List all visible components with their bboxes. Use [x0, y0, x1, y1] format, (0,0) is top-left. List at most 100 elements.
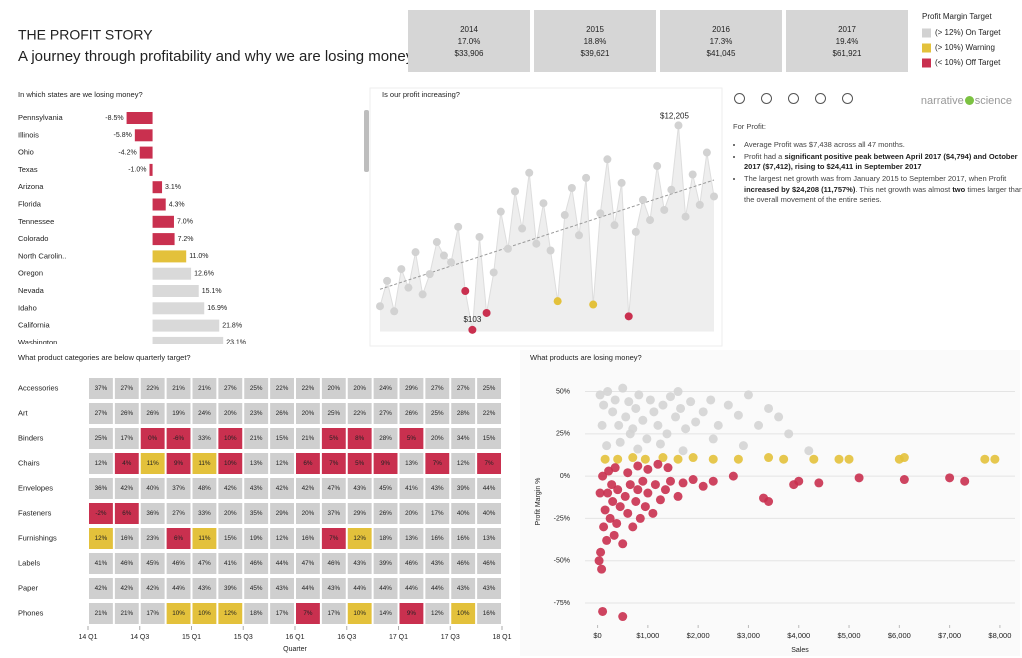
edit-icon[interactable]	[761, 93, 772, 104]
point	[447, 258, 456, 267]
point	[688, 475, 698, 485]
cell-label: 12%	[95, 460, 108, 467]
cell-label: 44%	[431, 585, 444, 592]
point	[779, 454, 789, 464]
cell	[373, 453, 398, 474]
cell	[166, 578, 191, 599]
cell-label: 5%	[407, 435, 417, 442]
point	[844, 454, 854, 464]
cell-label: 13%	[405, 535, 418, 542]
cell	[114, 503, 139, 524]
x-tick-label: $1,000	[636, 631, 659, 640]
cell-label: 26%	[379, 510, 392, 517]
point	[695, 200, 704, 209]
narrative-bullet: The largest net growth was from January …	[744, 174, 1022, 204]
cell-label: 15%	[276, 435, 289, 442]
kpi-year: 2015	[586, 25, 604, 34]
point	[397, 265, 406, 274]
point	[960, 476, 970, 486]
point	[774, 412, 784, 422]
cell	[399, 578, 424, 599]
cell	[296, 603, 320, 624]
cell-label: 5%	[355, 460, 365, 467]
cell-label: 40%	[146, 485, 159, 492]
cell-label: 18%	[379, 535, 392, 542]
point	[681, 212, 690, 221]
cell-label: 10%	[224, 435, 237, 442]
point	[673, 387, 683, 397]
x-tick-label: $0	[593, 631, 601, 640]
cell	[373, 378, 398, 399]
scrollbar[interactable]	[364, 110, 369, 172]
line	[379, 125, 715, 330]
cell	[399, 478, 424, 499]
bar	[152, 267, 192, 280]
refresh-icon[interactable]	[815, 93, 826, 104]
cell-label: 0%	[148, 435, 158, 442]
point	[617, 178, 626, 187]
cell	[114, 528, 139, 549]
x-tick-label: $3,000	[737, 631, 760, 640]
cell	[321, 478, 346, 499]
legend-label: (> 12%) On Target	[935, 28, 1001, 37]
bar	[152, 285, 199, 297]
cell	[399, 503, 424, 524]
cell	[270, 478, 294, 499]
value-label: 4.3%	[169, 201, 185, 208]
cell	[347, 478, 372, 499]
point	[425, 270, 434, 279]
legend-label: (> 10%) Warning	[935, 43, 995, 52]
category-label: Pennsylvania	[18, 113, 63, 122]
cell-label: 15%	[483, 435, 496, 442]
cell	[347, 603, 372, 624]
narrative-bullet: Average Profit was $7,438 across all 47 …	[744, 140, 1022, 150]
cell-label: 10%	[457, 610, 470, 617]
cell	[347, 428, 372, 449]
cell-label: 44%	[172, 585, 185, 592]
point	[899, 475, 909, 485]
cell	[192, 603, 217, 624]
copy-icon[interactable]	[788, 93, 799, 104]
cell	[192, 453, 217, 474]
cell	[244, 403, 269, 424]
kpi-sales: $61,921	[833, 49, 862, 58]
toolbar	[734, 93, 869, 107]
x-tick-label: 15 Q3	[234, 634, 253, 641]
cell-label: 43%	[457, 585, 470, 592]
help-icon[interactable]	[842, 93, 853, 104]
cell	[477, 503, 501, 524]
brand-word: narrative	[920, 95, 964, 107]
cell	[89, 403, 113, 424]
value-label: -8.5%	[105, 115, 123, 122]
cell	[218, 603, 243, 624]
cell	[347, 553, 372, 574]
category-label: Arizona	[18, 182, 44, 191]
settings-icon[interactable]	[734, 93, 745, 104]
cell-label: 26%	[276, 410, 289, 417]
cell-label: 40%	[483, 510, 496, 517]
cell	[477, 528, 501, 549]
cell-label: 42%	[95, 585, 108, 592]
category-label: Ohio	[18, 148, 34, 157]
cell-label: 7%	[329, 460, 339, 467]
cell	[425, 478, 450, 499]
point	[665, 392, 675, 402]
cell-label: 25%	[483, 385, 496, 392]
cell-label: 20%	[302, 410, 315, 417]
point	[653, 162, 662, 171]
cell	[140, 478, 165, 499]
cell-label: 47%	[302, 560, 315, 567]
point	[511, 187, 520, 196]
cell	[270, 403, 294, 424]
point	[594, 556, 604, 566]
point	[674, 121, 683, 130]
point	[676, 403, 686, 413]
cell-label: 10%	[224, 460, 237, 467]
row-label: Fasteners	[18, 508, 52, 517]
cell	[399, 553, 424, 574]
cell	[192, 478, 217, 499]
cell	[166, 478, 191, 499]
point	[665, 476, 675, 486]
point	[764, 403, 774, 413]
